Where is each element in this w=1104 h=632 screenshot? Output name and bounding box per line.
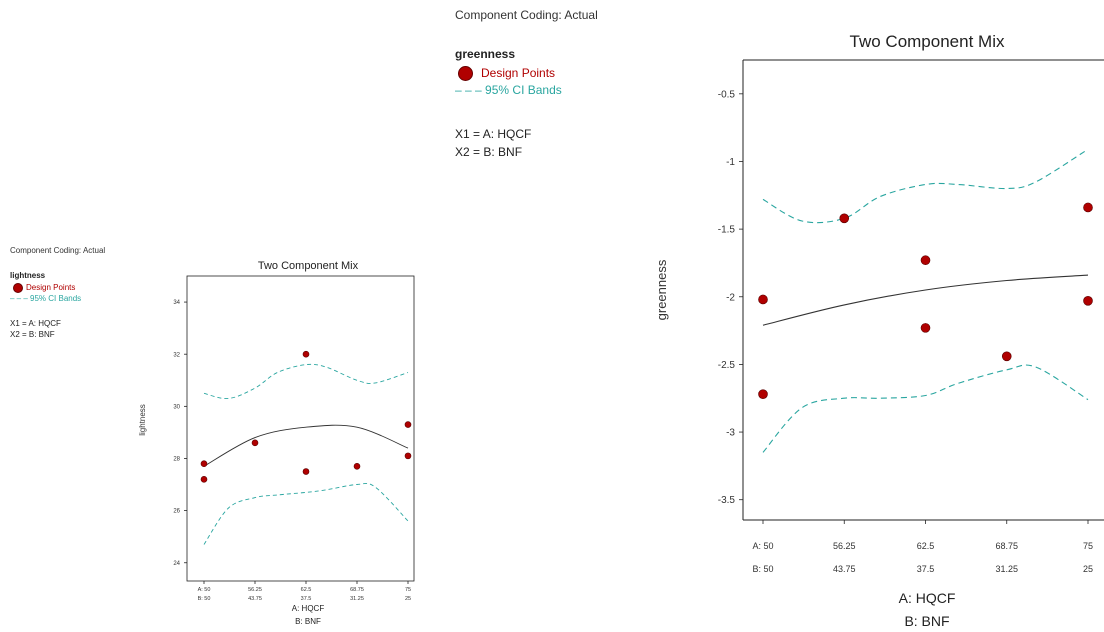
x-tick-label-a: 75 xyxy=(1083,541,1093,551)
y-axis-label: greenness xyxy=(654,259,669,320)
y-tick-label: -3.5 xyxy=(718,495,736,506)
coding-note: Component Coding: Actual xyxy=(10,246,106,255)
y-tick-label: -0.5 xyxy=(718,89,736,100)
legend-design-points: Design Points xyxy=(455,66,665,82)
design-point xyxy=(404,452,412,460)
x-tick-label-a: 56.25 xyxy=(833,541,856,551)
x2-definition: X2 = B: BNF xyxy=(455,145,523,160)
fit-line xyxy=(203,424,409,467)
x-axis-ticks: A: 50 B: 50 56.25 43.75 62.5 37.5 68.75 31.25 75… xyxy=(752,520,1093,574)
greenness-chart: Two Component Mix greenness -0.5 -1 -1.5 -2… xyxy=(654,32,1104,629)
y-tick-label: 26 xyxy=(173,509,180,515)
x-tick-label-b: 31.25 xyxy=(995,564,1018,574)
y-tick-label: 30 xyxy=(173,404,180,410)
fit-line-group xyxy=(203,424,409,467)
design-point xyxy=(353,462,361,470)
lightness-chart: Two Component Mix lightness 24 26 28 30 32 34… xyxy=(138,260,415,626)
ci-upper-band xyxy=(762,148,1089,224)
legend-points-label: Design Points xyxy=(481,66,556,80)
y-axis-ticks: 24 26 28 30 32 34 xyxy=(173,300,187,567)
y-tick-label: -1 xyxy=(726,157,735,168)
design-points xyxy=(200,350,412,483)
legend-band-label: 95% CI Bands xyxy=(30,294,82,303)
x-tick-label-b: 25 xyxy=(1083,564,1093,574)
y-tick-label: 34 xyxy=(173,300,180,306)
x-tick-label-a: 62.5 xyxy=(301,587,312,593)
y-tick-label: -1.5 xyxy=(718,225,736,236)
design-point xyxy=(302,350,310,358)
x-tick-label-b: 37.5 xyxy=(917,564,935,574)
x1-definition: X1 = A: HQCF xyxy=(455,127,532,142)
y-tick-label: 32 xyxy=(173,352,180,358)
design-point xyxy=(1083,202,1093,213)
legend-ci-bands: – – – 95% CI Bands xyxy=(10,294,160,303)
design-point-marker-icon xyxy=(13,283,23,293)
legend-design-points: Design Points xyxy=(10,283,160,293)
y-axis-ticks: -0.5 -1 -1.5 -2 -2.5 -3 -3.5 xyxy=(718,89,743,506)
x-tick-label-b: 31.25 xyxy=(350,596,364,602)
x-axis-ticks: A: 50 B: 50 56.25 43.75 62.5 37.5 68.75 31.25 75… xyxy=(198,581,411,602)
plot-frame xyxy=(186,275,415,582)
x-tick-label-a: A: 50 xyxy=(198,587,211,593)
x-tick-label-a: 68.75 xyxy=(350,587,364,593)
x2-definition: X2 = B: BNF xyxy=(10,330,55,339)
design-point xyxy=(200,476,208,483)
x-tick-label-b: B: 50 xyxy=(752,564,773,574)
x1-definition: X1 = A: HQCF xyxy=(10,319,61,328)
fit-line xyxy=(762,274,1089,326)
design-point xyxy=(404,421,412,428)
x-axis-label-a: A: HQCF xyxy=(292,604,325,613)
design-point xyxy=(920,323,931,333)
x-tick-label-a: 62.5 xyxy=(917,541,935,551)
design-point xyxy=(758,389,768,399)
x-tick-label-b: 25 xyxy=(405,596,411,602)
legend-response-title: greenness xyxy=(455,47,516,61)
y-tick-label: -3 xyxy=(726,428,735,439)
x-tick-label-a: 75 xyxy=(405,587,411,593)
x-tick-label-a: 68.75 xyxy=(995,541,1018,551)
design-points xyxy=(758,202,1093,399)
y-tick-label: -2.5 xyxy=(718,360,736,371)
design-point xyxy=(758,294,768,305)
y-axis-label: lightness xyxy=(138,404,147,436)
design-point xyxy=(839,213,850,224)
lightness-legend: Component Coding: Actual lightness Desig… xyxy=(10,246,160,339)
design-point xyxy=(302,468,310,475)
legend-response-title: lightness xyxy=(10,271,46,280)
x-tick-label-b: B: 50 xyxy=(198,596,211,602)
coding-note: Component Coding: Actual xyxy=(455,8,598,22)
y-tick-label: -2 xyxy=(726,292,735,303)
fit-line-group xyxy=(762,274,1089,326)
x-tick-label-a: A: 50 xyxy=(752,541,773,551)
ci-bands xyxy=(203,363,409,545)
chart-title: Two Component Mix xyxy=(258,260,359,272)
chart-title: Two Component Mix xyxy=(850,32,1005,51)
ci-lower-band xyxy=(762,364,1089,453)
y-tick-label: 28 xyxy=(173,457,180,463)
ci-bands xyxy=(762,148,1089,453)
x-tick-label-b: 37.5 xyxy=(301,596,312,602)
dashed-line-icon: – – – xyxy=(455,83,482,98)
dashed-line-icon: – – – xyxy=(10,294,28,303)
design-point xyxy=(1001,351,1012,362)
x-tick-label-b: 43.75 xyxy=(833,564,856,574)
design-point xyxy=(200,460,208,467)
legend-ci-bands: – – – 95% CI Bands xyxy=(455,83,665,97)
x-axis-label-b: B: BNF xyxy=(295,617,321,626)
design-point xyxy=(920,255,931,266)
ci-upper-band xyxy=(203,363,409,400)
design-point xyxy=(1083,296,1093,306)
greenness-legend: Component Coding: Actual greenness Desig… xyxy=(455,8,665,159)
x-axis-label-a: A: HQCF xyxy=(899,590,956,606)
x-axis-label-b: B: BNF xyxy=(904,613,949,629)
y-tick-label: 24 xyxy=(173,561,180,567)
x-tick-label-b: 43.75 xyxy=(248,596,262,602)
design-point-marker-icon xyxy=(458,66,473,82)
ci-lower-band xyxy=(203,482,409,545)
design-point xyxy=(251,439,259,447)
legend-points-label: Design Points xyxy=(26,283,76,293)
x-tick-label-a: 56.25 xyxy=(248,587,262,593)
legend-band-label: 95% CI Bands xyxy=(485,83,562,98)
